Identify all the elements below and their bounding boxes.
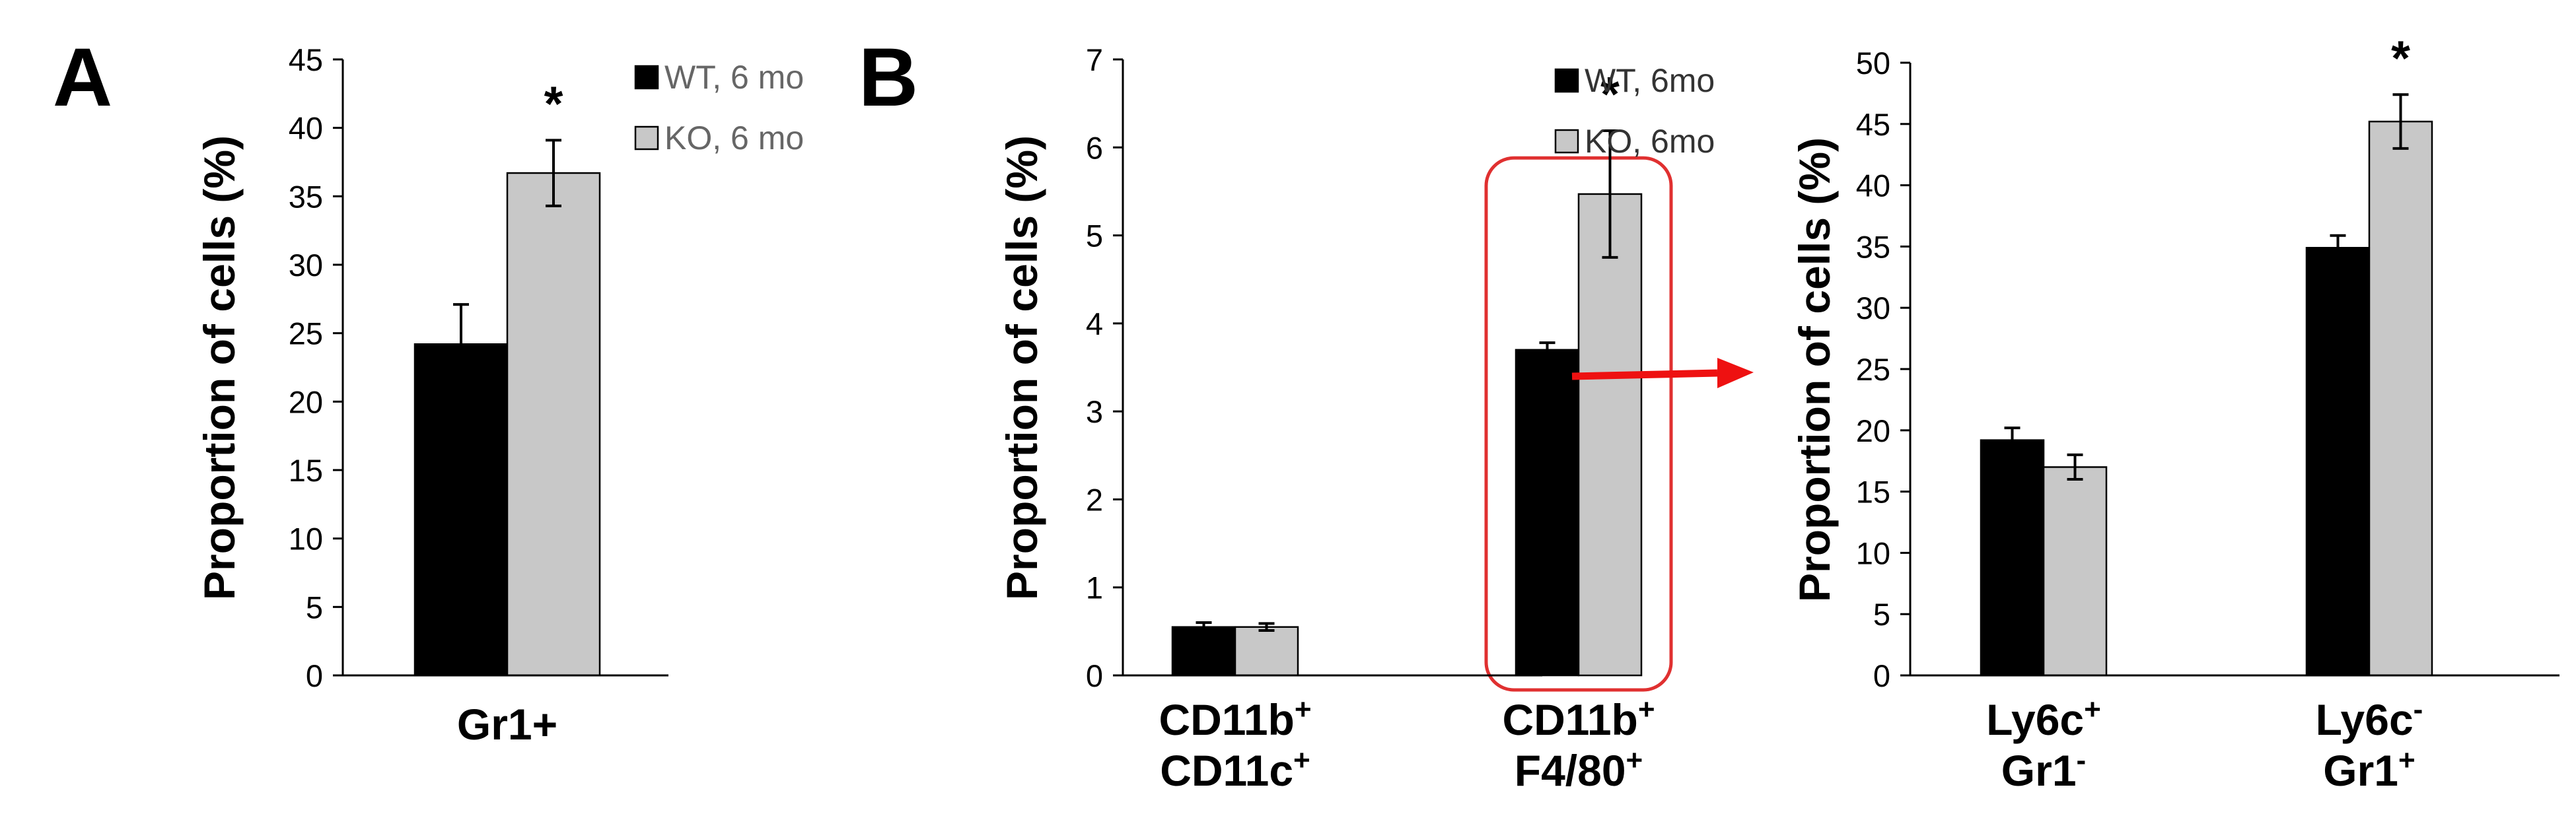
panel-label: A <box>53 32 112 123</box>
legend-swatch <box>634 125 659 151</box>
x-category-label-sup: + <box>1293 744 1310 776</box>
panel-label: B <box>859 32 918 123</box>
x-category-label: Gr1+ <box>2323 744 2415 795</box>
y-tick-label: 15 <box>289 453 323 488</box>
x-category-label-sup: + <box>2084 693 2101 726</box>
bar-wt-6-mo <box>413 343 509 677</box>
bar-ko-6mo <box>1577 193 1643 677</box>
y-axis-label: Proportion of cells (%) <box>195 135 244 600</box>
x-category-label: Ly6c- <box>2316 693 2423 744</box>
x-category-label-text: Ly6c <box>2316 695 2414 744</box>
legend-entry: KO, 6mo <box>1585 123 1715 160</box>
bar-wt-6mo <box>2305 247 2371 677</box>
y-tick-label: 4 <box>1086 306 1103 341</box>
x-category-label-text: Gr1 <box>2001 746 2077 795</box>
legend-swatch <box>634 65 659 90</box>
x-category-label-text: Gr1 <box>2323 746 2398 795</box>
x-category-label-text: CD11c <box>1160 746 1293 795</box>
x-category-label-sup: + <box>1626 744 1643 776</box>
bar-ko-6mo <box>2042 466 2108 677</box>
x-category-label-text: CD11b <box>1502 695 1637 744</box>
y-tick-label: 30 <box>1856 290 1890 325</box>
y-tick-label: 40 <box>289 111 323 146</box>
bar-ko-6-mo <box>506 172 601 677</box>
y-tick-label: 0 <box>1873 658 1890 693</box>
y-tick-label: 2 <box>1086 482 1103 517</box>
legend-swatch <box>1554 129 1579 154</box>
y-tick-label: 5 <box>306 590 323 625</box>
y-axis-label: Proportion of cells (%) <box>1790 137 1839 602</box>
x-category-label-sup: + <box>1638 693 1655 726</box>
y-tick-label: 6 <box>1086 130 1103 165</box>
y-tick-label: 5 <box>1086 219 1103 254</box>
y-tick-label: 5 <box>1873 597 1890 632</box>
connector-arrow-shaft <box>1571 369 1718 380</box>
chart-3: 0 5 10 15 20 25 30 35 40 45 50 Proportion of cells … <box>1790 30 2559 795</box>
x-category-label: CD11b+ <box>1502 693 1655 744</box>
y-tick-label: 45 <box>289 42 323 77</box>
y-tick-label: 25 <box>1856 352 1890 387</box>
y-tick-label: 45 <box>1856 107 1890 142</box>
x-category-label-text: CD11b <box>1159 695 1294 744</box>
y-tick-label: 0 <box>306 658 323 693</box>
y-tick-label: 0 <box>1086 658 1103 693</box>
x-category-label: Gr1- <box>2001 744 2086 795</box>
connector-arrow-head <box>1717 358 1754 388</box>
x-category-label: CD11c+ <box>1160 744 1310 795</box>
y-tick-label: 10 <box>1856 535 1890 570</box>
x-category-label: CD11b+ <box>1159 693 1311 744</box>
y-tick-label: 35 <box>289 179 323 214</box>
bar-wt-6mo <box>1980 439 2045 677</box>
chart-1: A 0 5 10 15 20 25 30 35 40 45 Proportion of cells (… <box>53 32 804 749</box>
y-tick-label: 20 <box>1856 413 1890 448</box>
bar-wt-6mo <box>1171 626 1236 677</box>
legend-entry: KO, 6 mo <box>664 119 804 156</box>
bar-ko-6mo <box>1234 626 1299 677</box>
x-category-label-sup: - <box>2414 693 2423 726</box>
y-tick-label: 25 <box>289 316 323 351</box>
legend-entry: WT, 6 mo <box>664 59 804 96</box>
y-tick-label: 35 <box>1856 229 1890 264</box>
bar-wt-6mo <box>1515 349 1580 677</box>
x-category-label-sup: + <box>2398 744 2415 776</box>
y-tick-label: 30 <box>289 248 323 283</box>
legend-entry: WT, 6mo <box>1585 62 1715 99</box>
x-category-label-sup: + <box>1295 693 1312 726</box>
legend-swatch <box>1554 68 1579 93</box>
x-category-label-text: F4/80 <box>1515 746 1626 795</box>
x-category-label-sup: - <box>2077 744 2087 776</box>
significance-mark: * <box>544 76 563 131</box>
bar-ko-6mo <box>2368 120 2433 677</box>
y-tick-label: 50 <box>1856 46 1890 81</box>
y-axis-label: Proportion of cells (%) <box>997 135 1046 600</box>
y-tick-label: 3 <box>1086 394 1103 429</box>
x-category-label: F4/80+ <box>1515 744 1643 795</box>
significance-mark: * <box>1600 67 1620 121</box>
x-category-label: Gr1+ <box>457 700 557 749</box>
highlight-box <box>1484 156 1673 692</box>
y-tick-label: 1 <box>1086 570 1103 605</box>
y-tick-label: 7 <box>1086 42 1103 77</box>
x-category-label: Ly6c+ <box>1986 693 2101 744</box>
y-tick-label: 10 <box>289 522 323 557</box>
significance-mark: * <box>2391 30 2410 85</box>
x-category-label-text: Ly6c <box>1986 695 2084 744</box>
y-tick-label: 40 <box>1856 168 1890 203</box>
y-tick-label: 15 <box>1856 475 1890 510</box>
y-tick-label: 20 <box>289 384 323 419</box>
